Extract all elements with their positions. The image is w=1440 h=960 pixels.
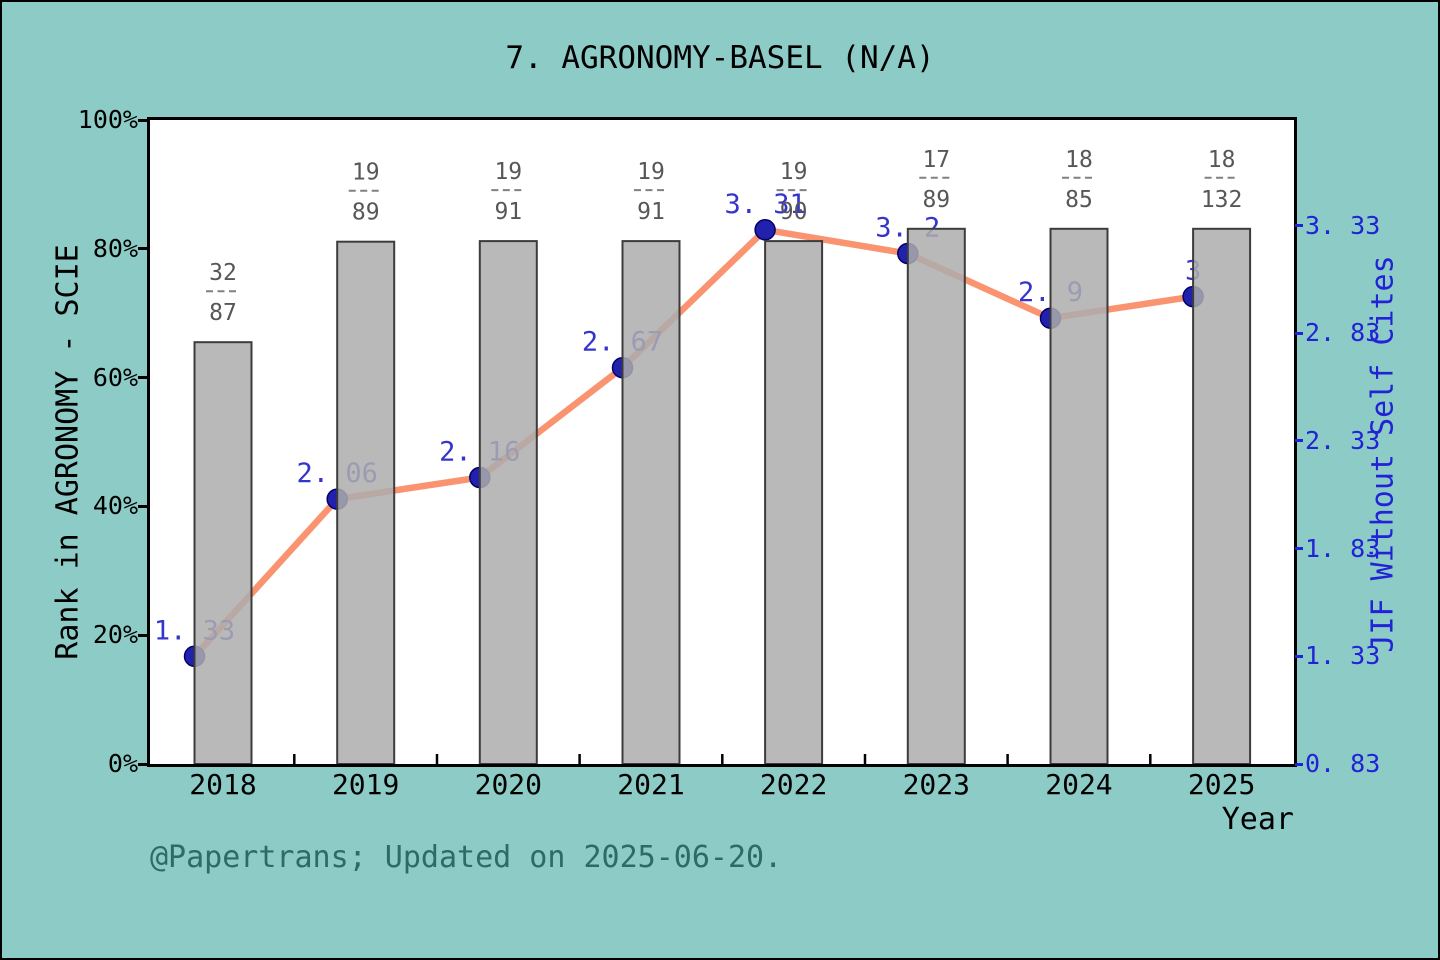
right-axis-tick-mark bbox=[1295, 331, 1303, 335]
left-axis-tick-label: 80% bbox=[92, 233, 138, 263]
left-axis-tick-mark bbox=[138, 376, 147, 380]
x-axis-tick-label: 2023 bbox=[902, 768, 971, 801]
footer-credit: @Papertrans; Updated on 2025-06-20. bbox=[150, 840, 783, 875]
bar-fraction-numerator: 17 bbox=[922, 147, 950, 173]
x-axis-tick-label: 2019 bbox=[331, 768, 400, 801]
x-axis-tick-label: 2025 bbox=[1187, 768, 1256, 801]
left-axis-tick-mark bbox=[138, 247, 147, 251]
bar-fraction-numerator: 19 bbox=[352, 160, 380, 186]
bar-fraction-denominator: 91 bbox=[494, 199, 522, 225]
left-axis-tick-label: 60% bbox=[92, 362, 138, 392]
bar-fraction-denominator: 85 bbox=[1065, 187, 1093, 213]
left-axis-tick-mark bbox=[138, 118, 147, 122]
rank-bar bbox=[1049, 227, 1109, 764]
jif-point bbox=[754, 219, 776, 241]
x-axis-tick-label: 2020 bbox=[474, 768, 543, 801]
left-axis-tick-mark bbox=[138, 762, 147, 766]
right-axis-tick-mark bbox=[1295, 439, 1303, 443]
x-axis-tick-label: 2022 bbox=[759, 768, 828, 801]
x-axis-tick-label: 2018 bbox=[189, 768, 257, 801]
rank-bar bbox=[906, 227, 966, 764]
rank-bar bbox=[621, 240, 681, 764]
bar-fraction-denominator: 89 bbox=[922, 187, 950, 213]
bar-fraction-numerator: 19 bbox=[780, 159, 808, 185]
plot-area: 1. 332. 062. 162. 673. 313. 22. 93328719… bbox=[147, 117, 1297, 767]
right-axis-tick-label: 3. 33 bbox=[1305, 210, 1381, 240]
x-axis-tick-label: 2021 bbox=[617, 768, 685, 801]
rank-bar bbox=[1192, 227, 1252, 764]
bar-fraction-denominator: 89 bbox=[352, 200, 380, 226]
left-axis-tick-mark bbox=[138, 504, 147, 508]
left-axis-tick-label: 100% bbox=[77, 105, 138, 134]
x-axis-title: Year bbox=[1221, 802, 1294, 837]
chart-svg: 1. 332. 062. 162. 673. 313. 22. 93328719… bbox=[154, 147, 1252, 764]
rank-bar bbox=[336, 240, 396, 764]
right-axis-tick-label: 0. 83 bbox=[1305, 749, 1381, 778]
rank-bar bbox=[764, 240, 824, 764]
left-axis-tick-label: 40% bbox=[92, 491, 138, 521]
right-axis-tick-mark bbox=[1295, 224, 1303, 228]
right-axis-tick-label: 1. 33 bbox=[1305, 641, 1381, 671]
bar-fraction-numerator: 19 bbox=[494, 159, 522, 185]
left-axis-tick-label: 0% bbox=[107, 749, 138, 778]
bar-fraction-numerator: 32 bbox=[209, 260, 237, 286]
right-axis-tick-label: 2. 83 bbox=[1305, 318, 1381, 348]
bar-fraction-denominator: 91 bbox=[637, 199, 665, 225]
rank-bar bbox=[193, 341, 253, 764]
bar-fraction-denominator: 132 bbox=[1201, 187, 1243, 213]
jif-point-label: 3. 31 bbox=[724, 189, 805, 220]
right-axis-tick-label: 1. 83 bbox=[1305, 533, 1381, 563]
rank-bar bbox=[478, 240, 538, 764]
right-axis-tick-mark bbox=[1295, 547, 1303, 551]
right-axis-tick-mark bbox=[1295, 762, 1303, 766]
bar-fraction-numerator: 18 bbox=[1065, 147, 1093, 173]
bar-fraction-numerator: 18 bbox=[1208, 147, 1236, 173]
right-axis-tick-mark bbox=[1295, 654, 1303, 658]
x-axis-tick-label: 2024 bbox=[1045, 768, 1113, 801]
left-axis-title: Rank in AGRONOMY - SCIE bbox=[50, 244, 86, 660]
left-axis-tick-mark bbox=[138, 633, 147, 637]
left-axis-tick-label: 20% bbox=[92, 620, 138, 650]
chart-title: 7. AGRONOMY-BASEL (N/A) bbox=[505, 40, 935, 76]
bar-fraction-denominator: 87 bbox=[209, 300, 237, 326]
bar-fraction-denominator: 90 bbox=[780, 199, 808, 225]
bar-fraction-numerator: 19 bbox=[637, 159, 665, 185]
right-axis-tick-label: 2. 33 bbox=[1305, 425, 1381, 455]
